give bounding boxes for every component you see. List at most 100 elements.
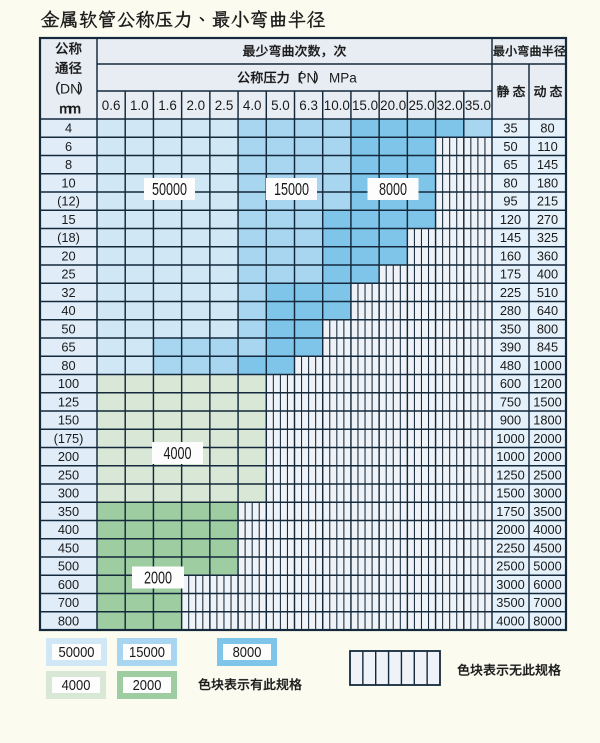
svg-text:2500: 2500 bbox=[496, 559, 524, 574]
svg-text:2500: 2500 bbox=[533, 468, 561, 483]
svg-text:3500: 3500 bbox=[496, 595, 524, 610]
svg-text:640: 640 bbox=[537, 303, 558, 318]
svg-text:1.6: 1.6 bbox=[158, 98, 177, 113]
svg-text:1250: 1250 bbox=[496, 468, 524, 483]
svg-text:300: 300 bbox=[58, 486, 79, 501]
svg-text:35: 35 bbox=[503, 121, 517, 136]
svg-text:80: 80 bbox=[61, 358, 75, 373]
svg-text:1000: 1000 bbox=[496, 449, 524, 464]
svg-text:10.0: 10.0 bbox=[324, 98, 350, 113]
svg-text:150: 150 bbox=[58, 413, 79, 428]
svg-text:325: 325 bbox=[537, 230, 558, 245]
svg-text:700: 700 bbox=[58, 595, 79, 610]
svg-text:2000: 2000 bbox=[144, 568, 172, 588]
svg-text:400: 400 bbox=[537, 267, 558, 282]
svg-text:1000: 1000 bbox=[496, 431, 524, 446]
svg-text:270: 270 bbox=[537, 212, 558, 227]
svg-text:900: 900 bbox=[500, 413, 521, 428]
svg-text:0.6: 0.6 bbox=[102, 98, 121, 113]
svg-text:845: 845 bbox=[537, 340, 558, 355]
svg-text:120: 120 bbox=[500, 212, 521, 227]
svg-text:50000: 50000 bbox=[59, 644, 95, 661]
svg-text:600: 600 bbox=[58, 577, 79, 592]
svg-text:390: 390 bbox=[500, 340, 521, 355]
svg-text:6000: 6000 bbox=[533, 577, 561, 592]
svg-text:360: 360 bbox=[537, 249, 558, 264]
svg-text:2000: 2000 bbox=[533, 431, 561, 446]
svg-text:1500: 1500 bbox=[496, 486, 524, 501]
svg-text:280: 280 bbox=[500, 303, 521, 318]
svg-text:1800: 1800 bbox=[533, 413, 561, 428]
svg-text:100: 100 bbox=[58, 376, 79, 391]
svg-text:4000: 4000 bbox=[62, 677, 91, 694]
svg-text:10: 10 bbox=[61, 176, 75, 191]
svg-text:8: 8 bbox=[65, 157, 72, 172]
svg-text:160: 160 bbox=[500, 249, 521, 264]
svg-text:20.0: 20.0 bbox=[380, 98, 406, 113]
svg-text:20: 20 bbox=[61, 249, 75, 264]
svg-text:3000: 3000 bbox=[496, 577, 524, 592]
svg-text:50000: 50000 bbox=[152, 179, 187, 199]
svg-text:2250: 2250 bbox=[496, 541, 524, 556]
svg-text:32.0: 32.0 bbox=[437, 98, 463, 113]
svg-text:200: 200 bbox=[58, 449, 79, 464]
svg-text:5.0: 5.0 bbox=[271, 98, 290, 113]
svg-text:15: 15 bbox=[61, 212, 75, 227]
svg-text:250: 250 bbox=[58, 468, 79, 483]
svg-text:225: 225 bbox=[500, 285, 521, 300]
svg-text:500: 500 bbox=[58, 559, 79, 574]
svg-text:50: 50 bbox=[61, 322, 75, 337]
svg-text:1750: 1750 bbox=[496, 504, 524, 519]
svg-text:7000: 7000 bbox=[533, 595, 561, 610]
svg-text:110: 110 bbox=[537, 139, 557, 154]
svg-text:DN: DN bbox=[60, 80, 80, 96]
svg-text:1.0: 1.0 bbox=[130, 98, 149, 113]
svg-text:(12): (12) bbox=[57, 194, 80, 209]
svg-text:4500: 4500 bbox=[533, 541, 561, 556]
svg-text:800: 800 bbox=[58, 614, 79, 629]
svg-text:800: 800 bbox=[537, 322, 558, 337]
svg-text:80: 80 bbox=[540, 121, 554, 136]
svg-text:400: 400 bbox=[58, 522, 79, 537]
svg-text:15000: 15000 bbox=[129, 644, 165, 661]
svg-text:350: 350 bbox=[58, 504, 79, 519]
svg-text:2000: 2000 bbox=[133, 677, 162, 694]
svg-text:8000: 8000 bbox=[533, 614, 561, 629]
svg-text:4.0: 4.0 bbox=[243, 98, 262, 113]
svg-text:PN: PN bbox=[298, 70, 317, 85]
svg-text:4000: 4000 bbox=[164, 443, 192, 463]
svg-text:80: 80 bbox=[503, 176, 517, 191]
svg-text:125: 125 bbox=[58, 395, 79, 410]
svg-text:40: 40 bbox=[61, 303, 75, 318]
svg-text:25.0: 25.0 bbox=[408, 98, 434, 113]
svg-text:65: 65 bbox=[61, 340, 75, 355]
svg-text:180: 180 bbox=[537, 176, 558, 191]
svg-text:5000: 5000 bbox=[533, 559, 561, 574]
svg-text:750: 750 bbox=[500, 395, 521, 410]
svg-text:480: 480 bbox=[500, 358, 521, 373]
svg-text:2000: 2000 bbox=[496, 522, 524, 537]
svg-text:35.0: 35.0 bbox=[465, 98, 491, 113]
svg-text:1000: 1000 bbox=[533, 358, 561, 373]
svg-text:4: 4 bbox=[65, 121, 72, 136]
svg-text:2.0: 2.0 bbox=[186, 98, 205, 113]
svg-text:MPa: MPa bbox=[329, 70, 357, 85]
svg-text:350: 350 bbox=[500, 322, 521, 337]
svg-text:2.5: 2.5 bbox=[215, 98, 234, 113]
svg-text:3500: 3500 bbox=[533, 504, 561, 519]
svg-text:(18): (18) bbox=[57, 230, 80, 245]
svg-text:95: 95 bbox=[503, 194, 517, 209]
svg-text:25: 25 bbox=[61, 267, 75, 282]
svg-text:145: 145 bbox=[500, 230, 521, 245]
svg-text:65: 65 bbox=[503, 157, 517, 172]
svg-text:600: 600 bbox=[500, 376, 521, 391]
svg-text:8000: 8000 bbox=[379, 179, 407, 199]
svg-text:15.0: 15.0 bbox=[352, 98, 378, 113]
svg-text:32: 32 bbox=[61, 285, 75, 300]
svg-text:2000: 2000 bbox=[533, 449, 561, 464]
svg-text:4000: 4000 bbox=[533, 522, 561, 537]
svg-text:8000: 8000 bbox=[233, 644, 262, 661]
svg-text:4000: 4000 bbox=[496, 614, 524, 629]
svg-text:(175): (175) bbox=[54, 431, 84, 446]
svg-text:15000: 15000 bbox=[274, 179, 309, 199]
